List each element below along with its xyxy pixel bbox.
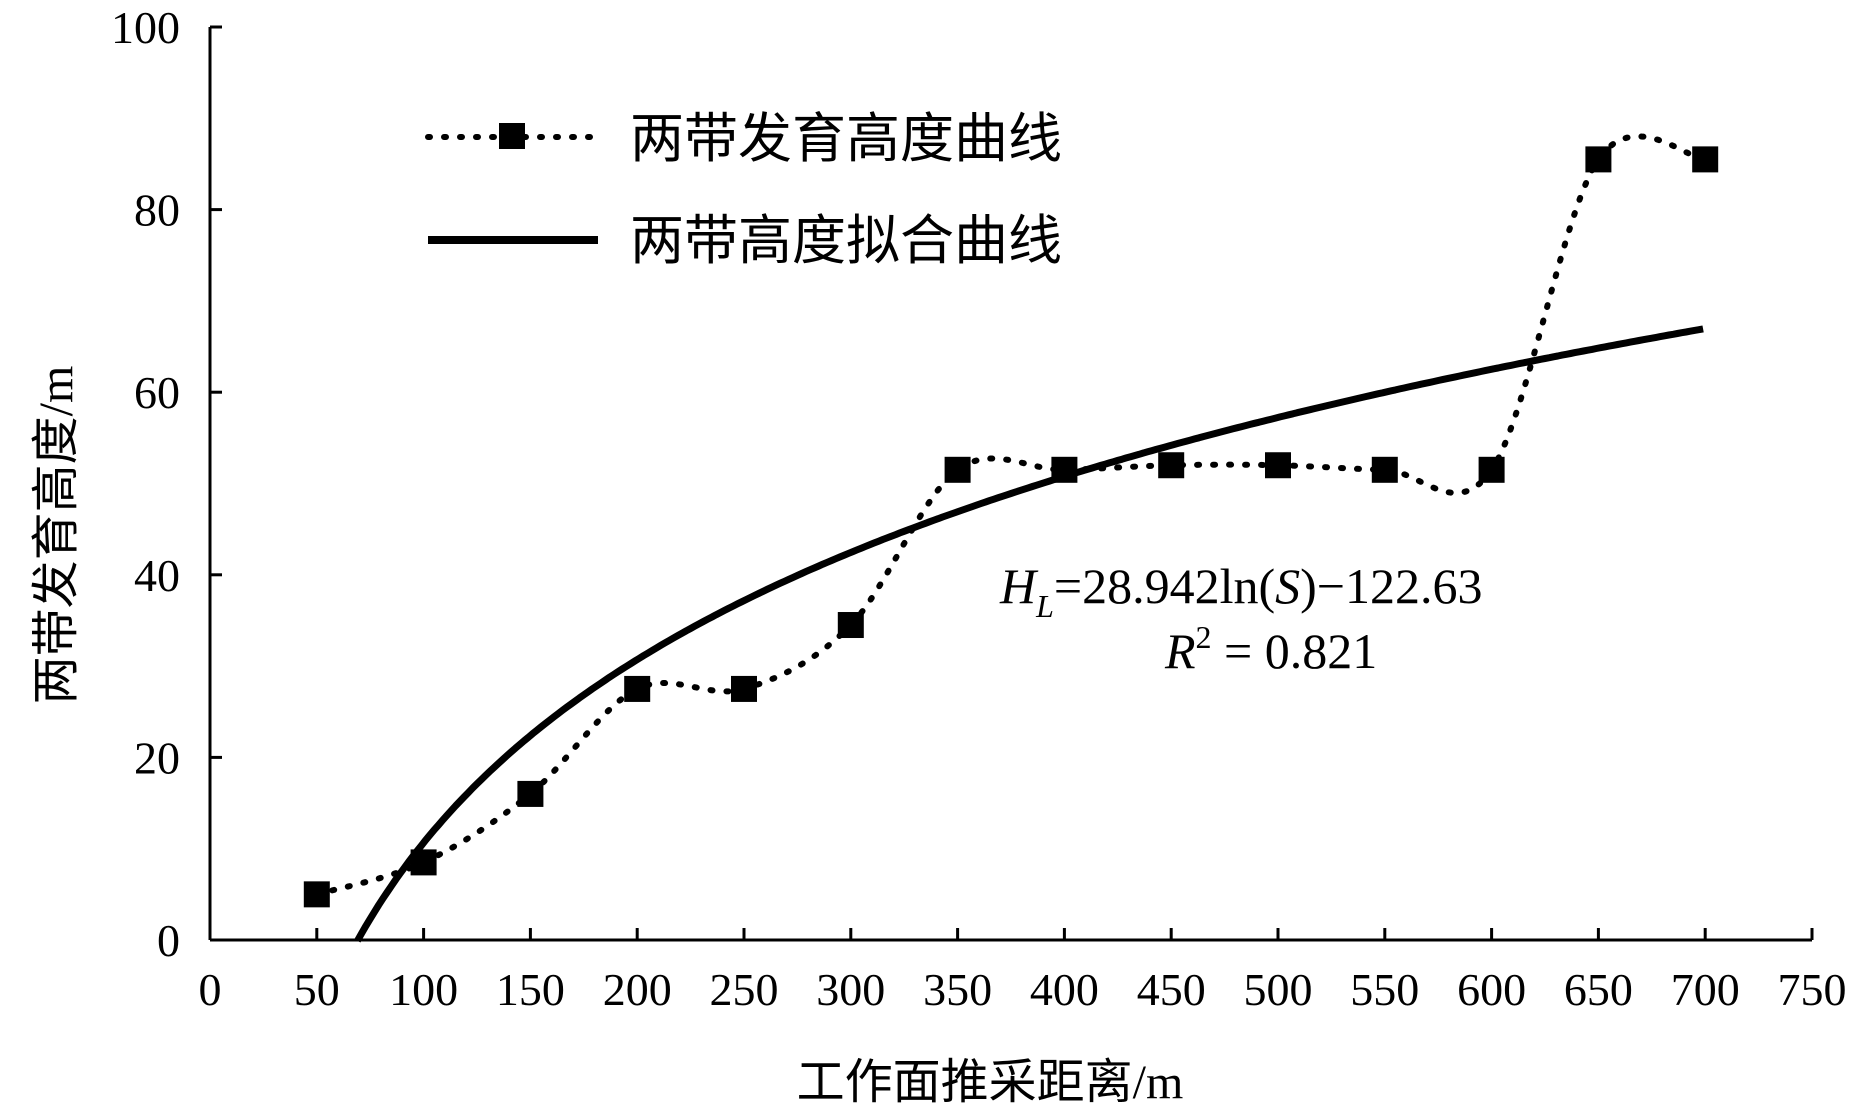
x-tick-label: 750 [1778, 964, 1847, 1015]
data-point [1158, 452, 1185, 479]
legend-label-observed: 两带发育高度曲线 [630, 109, 1062, 169]
data-point [731, 675, 757, 702]
x-tick-label: 0 [199, 964, 222, 1015]
x-tick-label: 400 [1030, 964, 1099, 1015]
legend-label-fit: 两带高度拟合曲线 [630, 211, 1062, 271]
data-point [303, 881, 330, 908]
fit-annotation: HL=28.942ln(S)−122.63 R2 = 0.821 [999, 558, 1483, 679]
data-point [410, 849, 437, 876]
x-tick-label: 450 [1137, 964, 1206, 1015]
x-tick-label: 350 [923, 964, 992, 1015]
observed-curve [313, 133, 1709, 898]
ticks: 0 50 100 150 200 250 300 350 400 450 500 550 600 650 7… [111, 2, 1847, 1015]
data-point [1478, 456, 1505, 483]
data-point [1371, 456, 1398, 483]
x-tick-label: 600 [1457, 964, 1526, 1015]
data-point [837, 612, 864, 639]
data-point [944, 456, 971, 483]
fit-equation: HL=28.942ln(S)−122.63 [999, 558, 1483, 624]
legend-marker-observed [499, 123, 525, 149]
y-tick-label: 40 [134, 550, 180, 601]
x-tick-label: 150 [496, 964, 565, 1015]
data-point [1051, 456, 1078, 483]
x-tick-label: 300 [816, 964, 885, 1015]
x-tick-label: 100 [389, 964, 458, 1015]
x-tick-label: 700 [1671, 964, 1740, 1015]
data-point [517, 780, 544, 807]
x-tick-label: 50 [294, 964, 340, 1015]
y-axis-title: 两带发育高度/m [30, 366, 83, 705]
y-tick-label: 0 [157, 915, 180, 966]
data-point [1585, 146, 1612, 173]
y-tick-label: 20 [134, 732, 180, 783]
fit-series [354, 325, 1704, 943]
legend: 两带发育高度曲线 两带高度拟合曲线 [425, 109, 1062, 271]
x-tick-label: 200 [603, 964, 672, 1015]
fit-curve [354, 325, 1704, 943]
x-tick-label: 500 [1244, 964, 1313, 1015]
x-tick-label: 650 [1564, 964, 1633, 1015]
fit-r-squared: R2 = 0.821 [1164, 619, 1377, 679]
data-point [624, 675, 651, 702]
x-tick-label: 550 [1350, 964, 1419, 1015]
y-tick-label: 80 [134, 185, 180, 236]
y-tick-label: 100 [111, 2, 180, 53]
data-point [1692, 146, 1719, 173]
x-tick-label: 250 [710, 964, 779, 1015]
x-axis-title: 工作面推采距离/m [797, 1056, 1184, 1109]
data-point [1265, 452, 1291, 479]
y-tick-label: 60 [134, 367, 180, 418]
axes [208, 27, 1812, 942]
observed-series [303, 133, 1719, 908]
